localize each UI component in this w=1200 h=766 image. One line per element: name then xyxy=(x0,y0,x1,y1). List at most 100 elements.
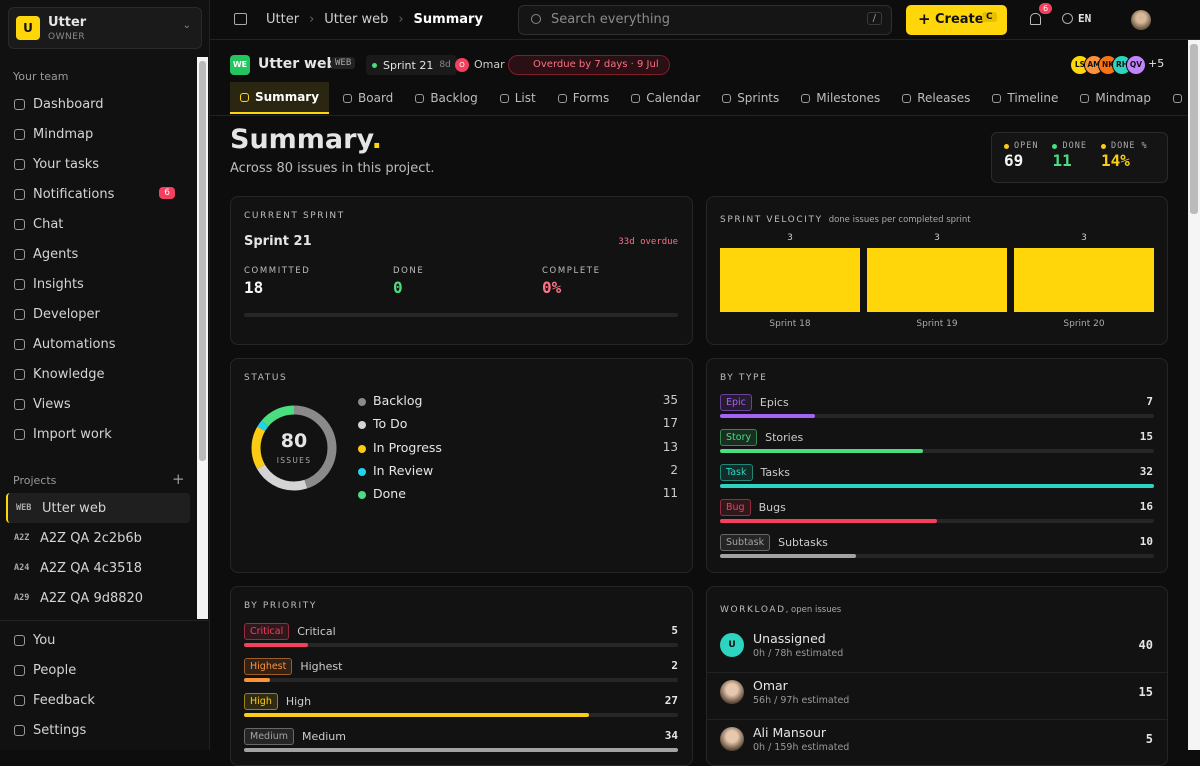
person-count: 40 xyxy=(1138,638,1153,652)
search-icon xyxy=(531,14,541,24)
bar xyxy=(720,414,815,418)
projects-nav: WEB Utter web A2Z A2Z QA 2c2b6b A24 A2Z QA 4c… xyxy=(6,493,190,613)
bar-track xyxy=(244,678,678,682)
nav-item[interactable]: Your tasks xyxy=(0,149,197,179)
tab-icon xyxy=(992,93,1002,103)
sidebar-toggle[interactable] xyxy=(234,13,247,25)
project-item[interactable]: WEB Utter web xyxy=(6,493,190,523)
tab[interactable]: Releases xyxy=(894,82,978,114)
bar-label: 3 xyxy=(787,233,793,243)
x-label: Sprint 19 xyxy=(916,319,958,329)
sprint-status: 33d overdue xyxy=(618,237,678,247)
nav-item[interactable]: Mindmap xyxy=(0,119,197,149)
tab[interactable]: Board xyxy=(335,82,401,114)
nav-badge: 6 xyxy=(159,187,175,199)
nav-item[interactable]: Developer xyxy=(0,299,197,329)
project-name: Utter web xyxy=(42,500,107,516)
bar-row: Highest Highest xyxy=(244,658,342,675)
plus-icon: + xyxy=(918,10,931,28)
breadcrumb[interactable]: Utter xyxy=(266,12,300,27)
card-heading: CURRENT SPRINT xyxy=(244,211,345,221)
search-placeholder: Search everything xyxy=(551,12,670,27)
sprint-pill[interactable]: Sprint 21 8d xyxy=(366,55,457,75)
language[interactable]: EN xyxy=(1078,12,1092,25)
stat-label-row: DONE % xyxy=(1100,141,1148,151)
legend-dot xyxy=(358,491,366,500)
nav-label: Feedback xyxy=(33,692,95,708)
tab-icon xyxy=(631,93,641,103)
project-header: WE Utter web WEB Sprint 21 8d O Omar Overdue by… xyxy=(230,55,1170,75)
nav-icon xyxy=(14,128,25,140)
row-label: Stories xyxy=(765,431,804,444)
nav-item[interactable]: Views xyxy=(0,389,197,419)
workspace-switcher[interactable]: U Utter OWNER ⌄ xyxy=(8,7,202,49)
tab-label: Mindmap xyxy=(1095,91,1151,105)
breadcrumb[interactable]: Summary xyxy=(413,12,483,27)
stat-dot xyxy=(1004,143,1009,149)
donut-segment xyxy=(251,405,337,491)
tab[interactable]: Timeline xyxy=(984,82,1066,114)
tab[interactable]: Summary xyxy=(230,82,330,114)
user-avatar[interactable] xyxy=(1131,10,1151,30)
nav-label: Knowledge xyxy=(33,366,105,382)
bar-row: Medium Medium xyxy=(244,728,346,745)
nav-icon xyxy=(14,428,25,440)
project-item[interactable]: A29 A2Z QA 9d8820 xyxy=(6,583,190,613)
metric-label: COMPLETE xyxy=(542,266,601,276)
nav-icon xyxy=(14,398,25,410)
tab[interactable]: Sprints xyxy=(714,82,787,114)
project-name: A2Z QA 4c3518 xyxy=(40,560,142,576)
nav-item[interactable]: Notifications 6 xyxy=(0,179,197,209)
legend-count: 13 xyxy=(662,439,678,454)
project-item[interactable]: A24 A2Z QA 4c3518 xyxy=(6,553,190,583)
nav-item[interactable]: People xyxy=(0,655,197,685)
tab-icon xyxy=(415,93,425,103)
row-count: 7 xyxy=(1146,395,1153,408)
bar-label: 3 xyxy=(1081,233,1087,243)
bar-track xyxy=(720,554,1154,558)
member-avatar: QV xyxy=(1126,55,1146,75)
tab[interactable]: Calendar xyxy=(623,82,708,114)
bar xyxy=(1014,248,1154,312)
card-heading: STATUS xyxy=(244,373,288,383)
bar xyxy=(244,748,678,752)
nav-item[interactable]: Chat xyxy=(0,209,197,239)
nav-item[interactable]: You xyxy=(0,625,197,655)
donut-segment xyxy=(251,405,337,491)
nav-item[interactable]: Agents xyxy=(0,239,197,269)
tab[interactable]: Milestones xyxy=(793,82,888,114)
tab[interactable]: Forms xyxy=(550,82,617,114)
more-members: +5 xyxy=(1148,57,1165,70)
nav-item[interactable]: Automations xyxy=(0,329,197,359)
row-label: Bugs xyxy=(758,501,786,514)
nav-icon xyxy=(14,634,25,646)
stat-label-row: OPEN xyxy=(1004,141,1038,151)
nav-item[interactable]: Insights xyxy=(0,269,197,299)
nav-item[interactable]: Knowledge xyxy=(0,359,197,389)
nav-item[interactable]: Feedback xyxy=(0,685,197,715)
nav-label: People xyxy=(33,662,77,678)
nav-icon xyxy=(14,368,25,380)
create-button[interactable]: + Create C xyxy=(906,5,1007,35)
tab[interactable]: Backlog xyxy=(407,82,485,114)
search-box[interactable]: Search everything / xyxy=(518,5,892,35)
metric-label: DONE xyxy=(393,266,425,276)
legend-label: In Progress xyxy=(373,439,442,455)
tab[interactable]: Mindmap xyxy=(1072,82,1159,114)
shortcut: / xyxy=(866,12,882,25)
notifications-button[interactable] xyxy=(1030,13,1041,25)
project-name: Utter web xyxy=(258,56,337,72)
tab[interactable]: List xyxy=(492,82,544,114)
nav-item[interactable]: Settings xyxy=(0,715,197,745)
add-project[interactable]: + xyxy=(172,470,185,488)
nav-item[interactable]: Import work xyxy=(0,419,197,449)
metric-label: COMMITTED xyxy=(244,266,311,276)
workspace-icon: U xyxy=(16,16,40,40)
project-item[interactable]: A2Z A2Z QA 2c2b6b xyxy=(6,523,190,553)
nav-item[interactable]: Dashboard xyxy=(0,89,197,119)
breadcrumb[interactable]: Utter web xyxy=(324,12,389,27)
bar-track xyxy=(720,519,1154,523)
divider xyxy=(0,620,209,621)
nav-label: Developer xyxy=(33,306,100,322)
donut-segment xyxy=(251,405,337,491)
